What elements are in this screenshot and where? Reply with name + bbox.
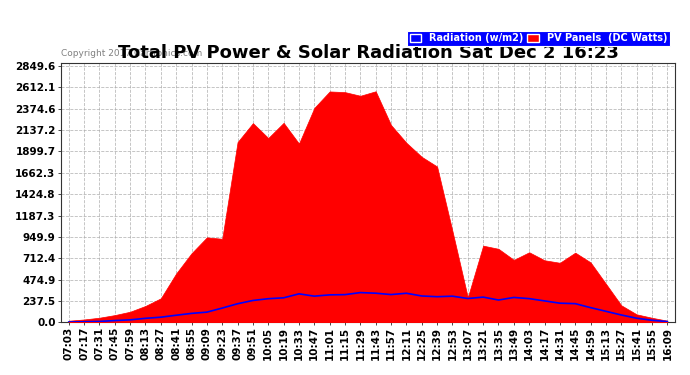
Title: Total PV Power & Solar Radiation Sat Dec 2 16:23: Total PV Power & Solar Radiation Sat Dec…	[117, 44, 618, 62]
Legend: Radiation (w/m2), PV Panels  (DC Watts): Radiation (w/m2), PV Panels (DC Watts)	[406, 30, 670, 46]
Text: Copyright 2017 Cartronics.com: Copyright 2017 Cartronics.com	[61, 49, 202, 58]
